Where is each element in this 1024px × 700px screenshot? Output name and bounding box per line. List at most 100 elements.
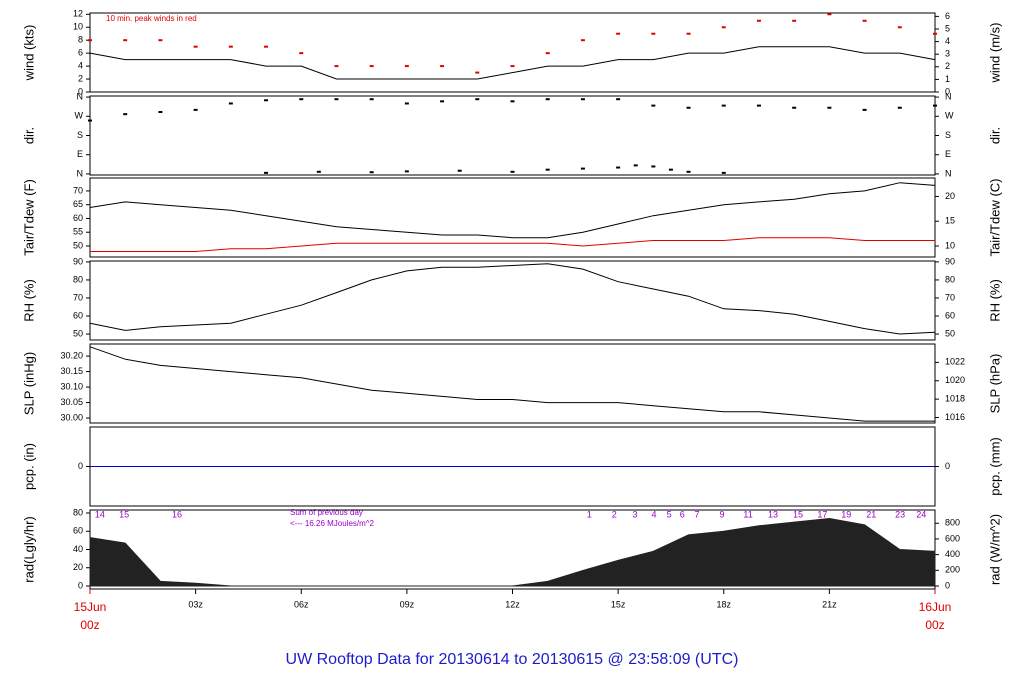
y-tick-label: 30.15	[60, 366, 83, 376]
y-tick-label: S	[77, 130, 83, 140]
y-tick-label: E	[77, 149, 83, 159]
point	[228, 45, 233, 48]
x-tick-label: 16Jun	[919, 600, 952, 614]
chart-title: UW Rooftop Data for 20130614 to 20130615…	[286, 651, 739, 668]
y2-tick-label: 1022	[945, 357, 965, 367]
x-tick-label: 21z	[822, 599, 837, 609]
point	[668, 168, 673, 171]
y-axis-label: Tair/Tdew (F)	[21, 179, 36, 256]
point	[616, 32, 621, 35]
point	[193, 108, 198, 111]
point	[933, 32, 937, 35]
y-axis-label: rad(Lgly/hr)	[21, 516, 36, 582]
y-tick-label: 30.05	[60, 397, 83, 407]
y2-tick-label: 90	[945, 256, 955, 266]
point	[686, 170, 691, 173]
point	[404, 170, 409, 173]
x-tick-sublabel: 00z	[80, 618, 99, 632]
point	[651, 32, 656, 35]
line	[89, 263, 936, 335]
line	[89, 182, 936, 239]
y2-tick-label: W	[945, 111, 954, 121]
y-tick-label: 90	[73, 256, 83, 266]
annotation: 10 min. peak winds in red	[106, 14, 197, 23]
y-tick-label: 30.10	[60, 381, 83, 391]
point	[756, 104, 761, 107]
y2-tick-label: 15	[945, 216, 955, 226]
point	[721, 26, 726, 29]
y2-tick-label: 1020	[945, 375, 965, 385]
hour-label: 7	[694, 509, 699, 519]
point	[897, 26, 902, 29]
x-tick-label: 15z	[611, 599, 626, 609]
y-tick-label: N	[77, 91, 84, 101]
hour-label: 9	[719, 509, 724, 519]
point	[88, 39, 92, 42]
y-tick-label: 80	[73, 274, 83, 284]
y2-tick-label: 50	[945, 328, 955, 338]
y-tick-label: W	[75, 111, 84, 121]
y-tick-label: 70	[73, 292, 83, 302]
hour-label: 23	[895, 509, 905, 519]
y2-axis-label: RH (%)	[987, 279, 1002, 322]
point	[792, 19, 797, 22]
y-tick-label: 70	[73, 185, 83, 195]
y-tick-label: 20	[73, 562, 83, 572]
point	[264, 171, 269, 174]
point	[299, 98, 304, 101]
point	[616, 98, 621, 101]
point	[580, 39, 585, 42]
y2-axis-label: SLP (hPa)	[987, 354, 1002, 414]
y-tick-label: 30.20	[60, 350, 83, 360]
panel-frame	[89, 343, 936, 424]
y2-tick-label: 20	[945, 191, 955, 201]
panel-frame	[89, 95, 936, 176]
point	[792, 106, 797, 109]
y2-tick-label: 70	[945, 292, 955, 302]
point	[88, 119, 92, 122]
y-tick-label: 0	[78, 461, 83, 471]
y2-tick-label: 600	[945, 533, 960, 543]
point	[404, 65, 409, 68]
hour-label: 19	[841, 509, 851, 519]
area	[89, 517, 936, 587]
y2-tick-label: 2	[945, 61, 950, 71]
y-tick-label: N	[77, 168, 84, 178]
point	[264, 99, 269, 102]
y2-tick-label: 200	[945, 565, 960, 575]
point	[827, 106, 832, 109]
panel-frame	[89, 177, 936, 258]
y2-axis-label: Tair/Tdew (C)	[987, 178, 1002, 256]
point	[510, 170, 515, 173]
hour-label: 16	[172, 509, 182, 519]
y-tick-label: 40	[73, 544, 83, 554]
point	[580, 98, 585, 101]
y-tick-label: 80	[73, 507, 83, 517]
x-tick-sublabel: 00z	[925, 618, 944, 632]
y2-tick-label: N	[945, 168, 952, 178]
point	[123, 39, 128, 42]
point	[651, 104, 656, 107]
point	[933, 104, 937, 107]
x-tick-label: 06z	[294, 599, 309, 609]
point	[193, 45, 198, 48]
point	[475, 98, 480, 101]
y-tick-label: 60	[73, 526, 83, 536]
point	[510, 65, 515, 68]
hour-label: 14	[95, 509, 105, 519]
hour-label: 11	[743, 509, 752, 519]
y2-tick-label: N	[945, 91, 952, 101]
hour-label: 21	[866, 509, 876, 519]
hour-label: 2	[612, 509, 617, 519]
line	[89, 346, 935, 422]
y2-tick-label: 3	[945, 49, 950, 59]
y2-tick-label: 0	[945, 86, 950, 96]
y-tick-label: 55	[73, 227, 83, 237]
point	[616, 166, 621, 169]
point	[334, 98, 339, 101]
y2-axis-label: dir.	[987, 127, 1002, 144]
hour-label: 5	[667, 509, 672, 519]
point	[686, 32, 691, 35]
y2-tick-label: 5	[945, 23, 950, 33]
